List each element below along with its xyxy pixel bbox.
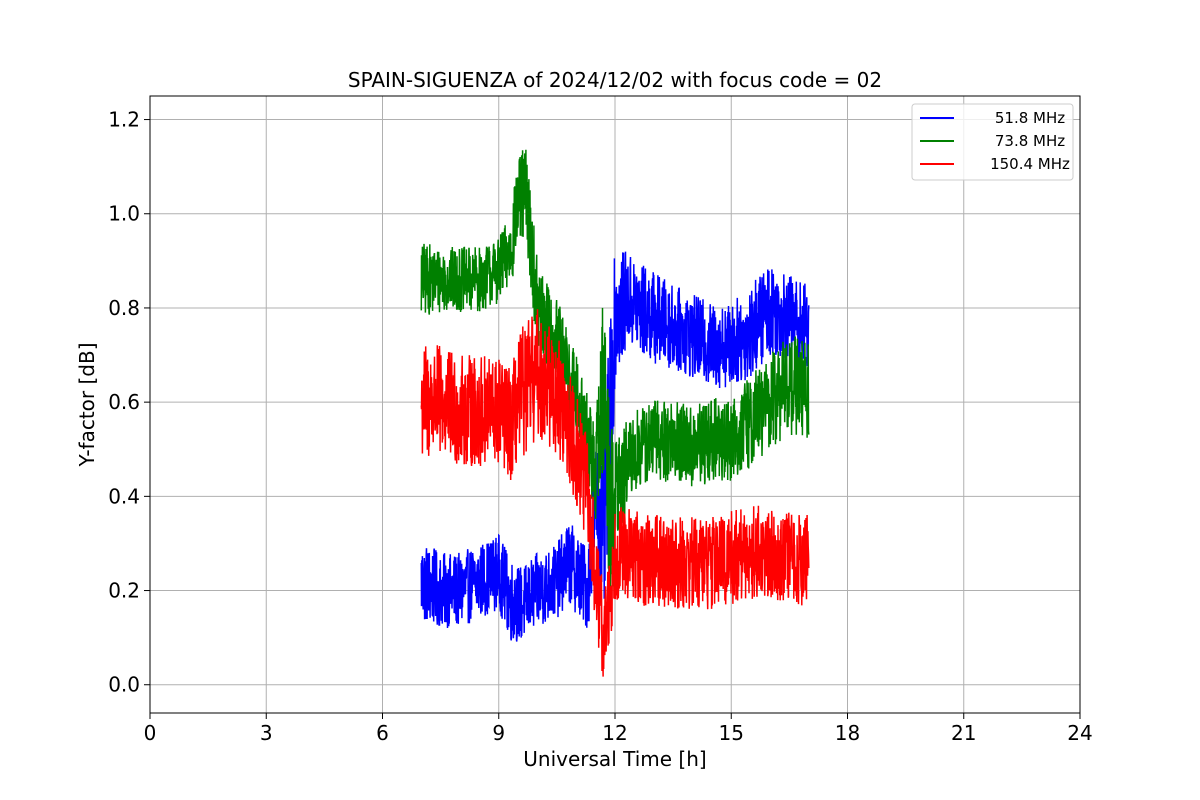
x-tick-label: 3 (260, 721, 273, 745)
legend-label: 51.8 MHz (995, 109, 1065, 127)
y-tick-label: 0.4 (108, 484, 140, 508)
series-line-1 (420, 251, 810, 642)
x-tick-label: 24 (1067, 721, 1092, 745)
x-axis-label: Universal Time [h] (523, 747, 706, 771)
x-tick-label: 15 (719, 721, 744, 745)
x-tick-label: 6 (376, 721, 389, 745)
y-tick-label: 0.6 (108, 390, 140, 414)
y-tick-label: 0.2 (108, 579, 140, 603)
x-tick-label: 12 (602, 721, 627, 745)
legend: 51.8 MHz 73.8 MHz 150.4 MHz (911, 103, 1074, 181)
y-tick-label: 1.0 (108, 202, 140, 226)
tick-layer: 0 3 6 9 12 15 18 21 24 0.0 0.2 0.4 0.6 0.8 1.0 1.2 (108, 108, 1093, 745)
legend-label: 73.8 MHz (995, 132, 1065, 150)
chart-title: SPAIN-SIGUENZA of 2024/12/02 with focus … (348, 68, 882, 92)
x-tick-label: 0 (144, 721, 157, 745)
legend-label: 150.4 MHz (990, 155, 1070, 173)
x-tick-label: 9 (492, 721, 505, 745)
legend-box (911, 103, 1074, 181)
y-tick-label: 0.0 (108, 673, 140, 697)
y-tick-label: 0.8 (108, 296, 140, 320)
series-line-3 (420, 309, 810, 677)
y-axis-label: Y-factor [dB] (75, 342, 99, 467)
x-tick-label: 18 (835, 721, 860, 745)
y-tick-label: 1.2 (108, 108, 140, 132)
data-layer (420, 149, 810, 677)
x-tick-label: 21 (951, 721, 976, 745)
